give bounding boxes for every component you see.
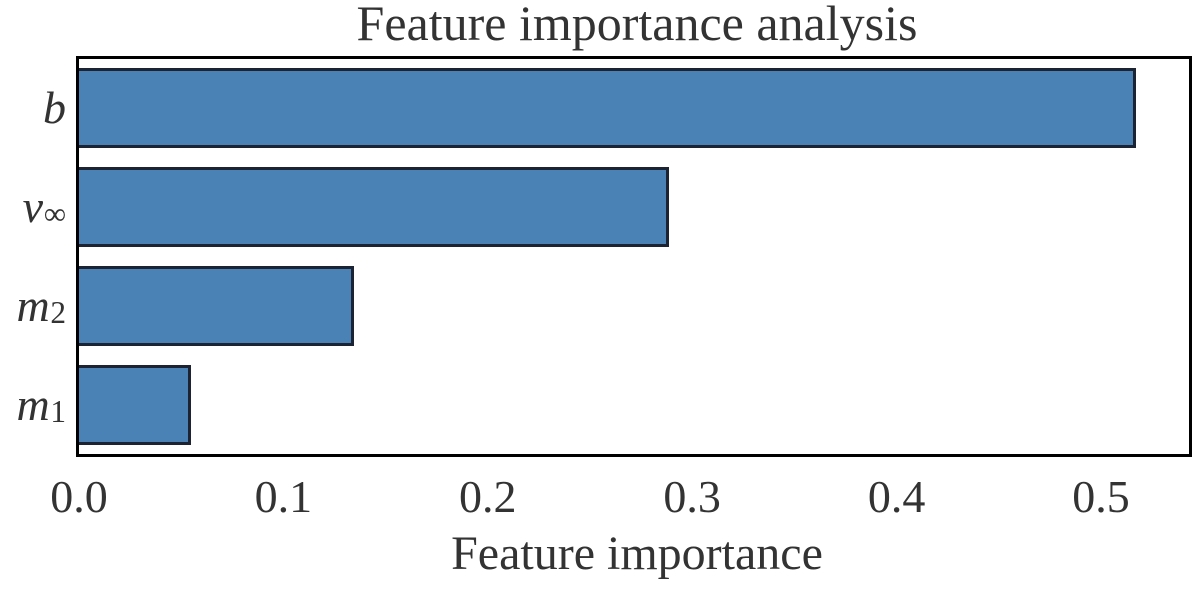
x-tick-label-0.3: 0.3 [663,471,721,522]
y-tick-base: m [16,378,50,430]
bar-row-m2 [79,257,1189,356]
bar-b [79,68,1137,149]
x-tick-label-0.4: 0.4 [867,471,926,522]
y-axis-labels: b v ∞ m 2 m 1 [0,59,67,454]
x-tick-label-0.0: 0.0 [50,471,108,522]
y-tick-label-v-inf: v ∞ [0,158,66,257]
bar-row-m1 [79,355,1189,454]
x-tick-label-0.5: 0.5 [1072,471,1130,522]
x-axis-ticks: 0.0 0.1 0.2 0.3 0.4 0.5 [50,471,1195,527]
x-tick-label-0.1: 0.1 [254,471,313,522]
bar-row-v-inf [79,158,1189,257]
y-tick-subscript: ∞ [43,196,66,232]
bar-v-inf [79,167,669,248]
plot-area [76,56,1192,457]
y-tick-subscript: 1 [50,393,66,429]
chart-title: Feature importance analysis [356,0,918,51]
bar-row-b [79,59,1189,158]
y-tick-base: m [16,279,50,331]
bar-m1 [79,364,191,445]
x-axis-title: Feature importance [451,527,823,580]
y-tick-subscript: 2 [50,295,66,331]
x-tick-label-0.2: 0.2 [459,471,517,522]
y-tick-base: v [22,181,44,233]
y-tick-label-b: b [0,59,66,158]
y-tick-base: b [43,82,66,134]
bar-m2 [79,265,354,346]
